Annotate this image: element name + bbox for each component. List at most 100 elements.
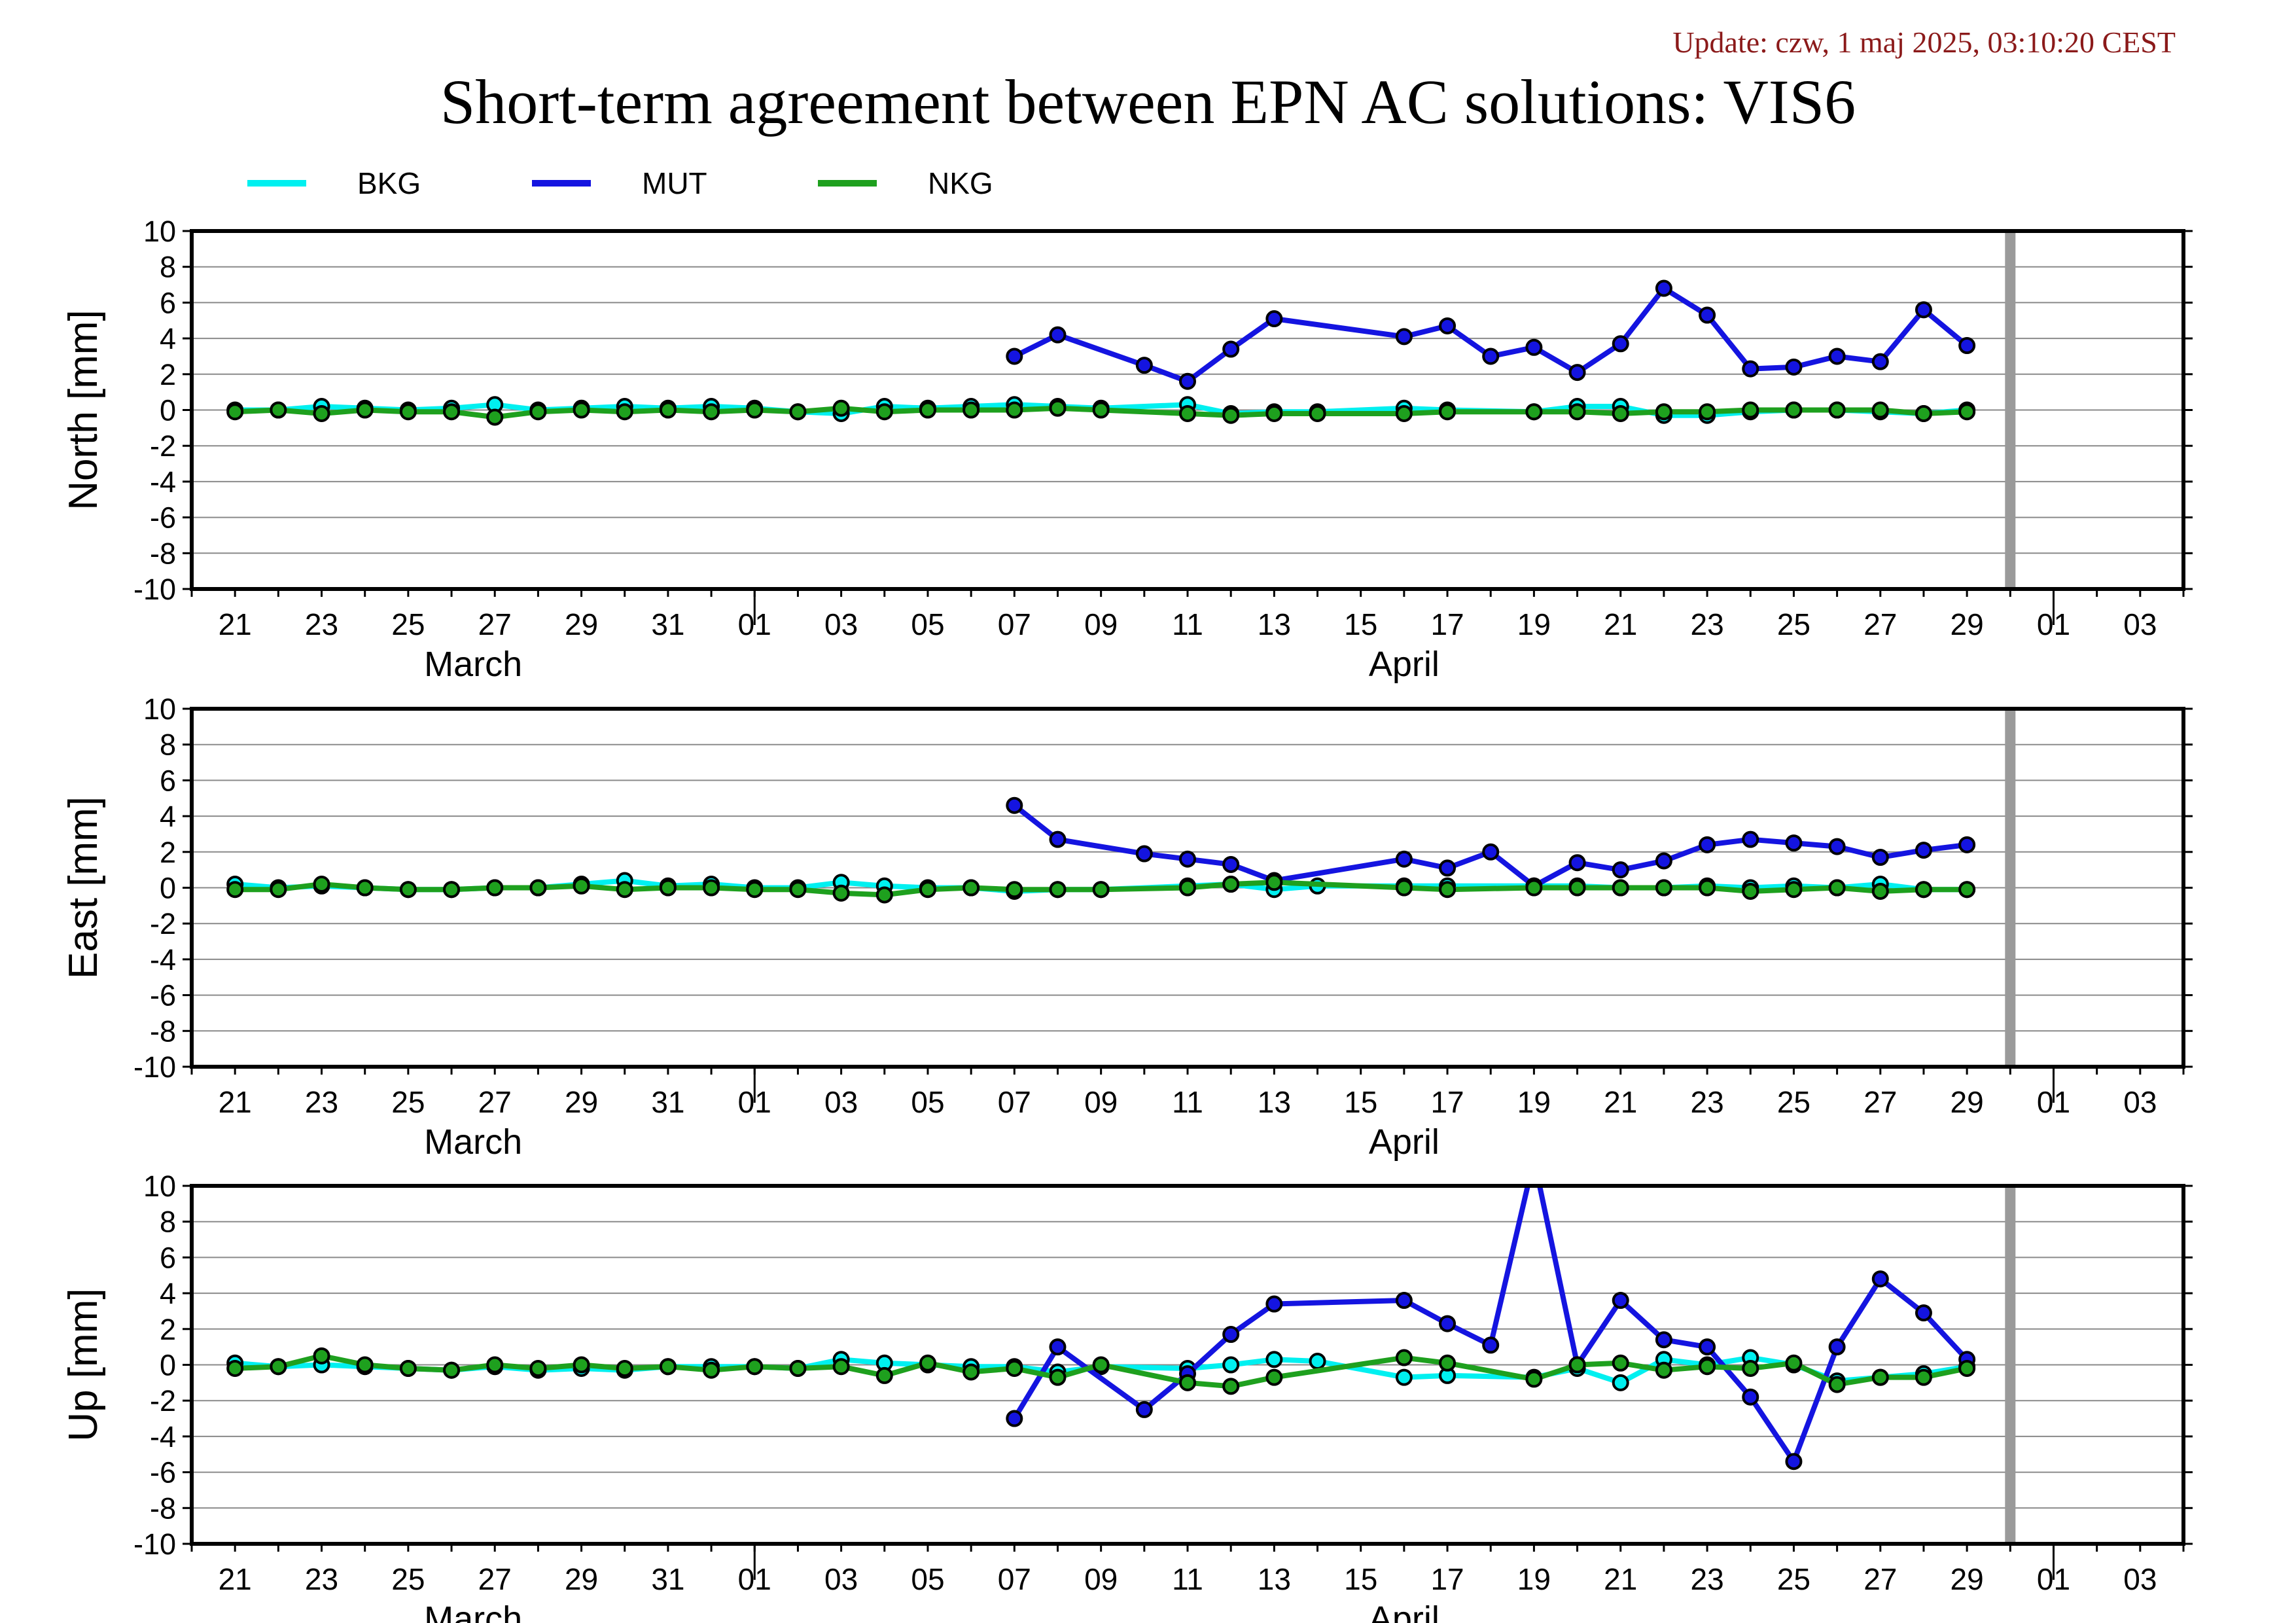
y-tick-label: 4 [160,1277,176,1310]
data-point-nkg [1785,881,1803,899]
x-tick-label: 19 [1517,1562,1551,1596]
x-tick-label: 15 [1344,607,1377,641]
series-line-mut [1012,1185,1969,1465]
data-point-nkg [963,401,980,419]
x-tick-label: 29 [1951,1562,1984,1596]
data-point-mut [1742,360,1759,378]
data-point-mut [1568,364,1586,382]
data-point-nkg [919,1354,936,1372]
data-point-nkg [226,403,244,421]
data-point-mut [1049,1338,1067,1356]
update-timestamp: Update: czw, 1 maj 2025, 03:10:20 CEST [1672,26,2176,59]
y-axis-label: North [mm] [61,310,106,510]
data-gap-marker [2005,1186,2016,1544]
x-tick-label: 29 [1951,607,1984,641]
data-point-nkg [1785,1354,1803,1372]
data-point-nkg [1915,1368,1932,1386]
x-tick-label: 09 [1084,1085,1118,1119]
data-point-nkg [270,1358,287,1376]
data-point-nkg [1439,881,1457,899]
data-point-nkg [703,403,720,421]
data-point-mut [1006,1410,1023,1427]
data-point-mut [1265,1295,1283,1313]
x-tick-label: 29 [565,607,598,641]
y-tick-label: -8 [150,537,176,570]
y-tick-label: 8 [160,1205,176,1239]
x-tick-label: 17 [1430,1085,1464,1119]
month-label: March [424,645,522,684]
y-tick-label: -2 [150,429,176,463]
data-gap-marker [2005,231,2016,589]
data-point-nkg [529,403,547,421]
x-tick-label: 17 [1430,1562,1464,1596]
x-tick-label: 21 [1604,1085,1637,1119]
data-point-nkg [1699,1358,1716,1376]
x-tick-label: 19 [1517,607,1551,641]
y-tick-label: 0 [160,1349,176,1382]
y-tick-label: -4 [150,465,176,499]
x-tick-label: 13 [1258,1562,1291,1596]
data-point-nkg [659,1358,677,1376]
month-label: April [1369,1122,1439,1162]
data-point-nkg [1785,401,1803,419]
data-point-nkg [1828,1376,1846,1393]
data-point-mut [1612,335,1629,353]
data-point-nkg [270,881,287,899]
y-tick-label: 2 [160,836,176,869]
data-point-nkg [399,881,417,899]
data-point-mut [1482,1336,1500,1354]
data-point-nkg [1699,403,1716,421]
data-point-nkg [313,404,330,422]
data-point-mut [1958,836,1976,853]
data-point-nkg [1179,879,1196,897]
x-tick-label: 13 [1258,607,1291,641]
legend-label-mut: MUT [642,166,707,200]
x-tick-label: 29 [1951,1085,1984,1119]
data-point-nkg [1742,1359,1759,1377]
data-point-nkg [832,399,850,417]
data-point-mut [1828,348,1846,365]
data-point-nkg [1265,404,1283,422]
data-point-mut [1395,1292,1413,1310]
data-point-nkg [1006,1359,1023,1377]
data-point-nkg [1525,879,1543,897]
legend-label-nkg: NKG [928,166,993,200]
data-point-nkg [875,1366,893,1384]
data-point-mut [1222,1326,1240,1344]
data-point-nkg [1915,881,1932,899]
y-tick-label: -2 [150,1384,176,1418]
data-point-nkg [1395,879,1413,897]
x-tick-label: 15 [1344,1085,1377,1119]
data-point-nkg [1828,401,1846,419]
x-tick-label: 27 [1863,1085,1897,1119]
data-point-nkg [313,876,330,893]
data-point-nkg [746,1358,764,1376]
x-tick-label: 25 [1777,1562,1810,1596]
x-tick-label: 09 [1084,1562,1118,1596]
data-point-bkg [1612,1374,1629,1391]
data-point-nkg [356,1356,374,1374]
y-tick-label: -10 [133,573,176,606]
data-point-mut [1525,338,1543,356]
y-tick-label: 2 [160,1313,176,1346]
data-point-mut [1179,850,1196,868]
data-point-mut [1871,353,1889,370]
x-tick-label: 31 [651,1562,684,1596]
data-point-nkg [486,1356,504,1374]
y-tick-label: 6 [160,1241,176,1274]
y-tick-label: 4 [160,800,176,833]
data-point-nkg [1439,1354,1457,1372]
data-point-mut [1049,326,1067,344]
data-point-mut [1135,845,1153,863]
y-tick-label: -10 [133,1527,176,1561]
x-tick-label: 05 [911,607,944,641]
data-point-nkg [1568,1356,1586,1374]
x-tick-label: 25 [1777,1085,1810,1119]
data-point-nkg [529,879,547,897]
data-point-nkg [875,886,893,904]
x-tick-label: 09 [1084,607,1118,641]
data-point-nkg [1915,404,1932,422]
y-tick-label: -10 [133,1050,176,1084]
data-point-mut [1699,836,1716,853]
